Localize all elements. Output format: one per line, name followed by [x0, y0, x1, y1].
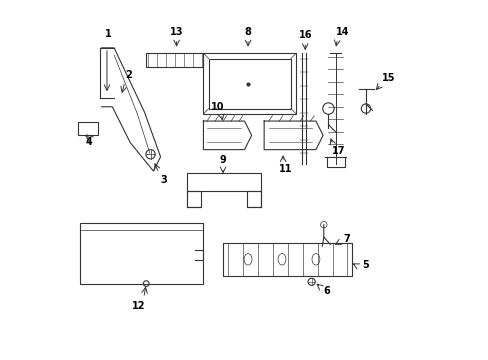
Text: 11: 11 — [278, 164, 292, 174]
Text: 1: 1 — [105, 28, 112, 39]
Text: 14: 14 — [335, 27, 349, 37]
Text: 2: 2 — [125, 69, 131, 80]
Text: 17: 17 — [332, 147, 345, 157]
Text: 3: 3 — [161, 175, 167, 185]
Text: 12: 12 — [132, 301, 145, 311]
Text: 6: 6 — [323, 287, 329, 296]
Text: 7: 7 — [342, 234, 349, 244]
Text: 10: 10 — [210, 102, 224, 112]
Bar — [78, 122, 98, 135]
Text: 9: 9 — [219, 156, 226, 165]
Text: 5: 5 — [362, 260, 368, 270]
Bar — [246, 191, 260, 207]
Bar — [187, 191, 201, 207]
Bar — [187, 173, 260, 191]
Text: 15: 15 — [382, 73, 395, 83]
Text: 16: 16 — [298, 30, 311, 40]
Text: 4: 4 — [85, 138, 92, 148]
Text: 13: 13 — [169, 27, 183, 37]
Text: 8: 8 — [244, 27, 251, 37]
